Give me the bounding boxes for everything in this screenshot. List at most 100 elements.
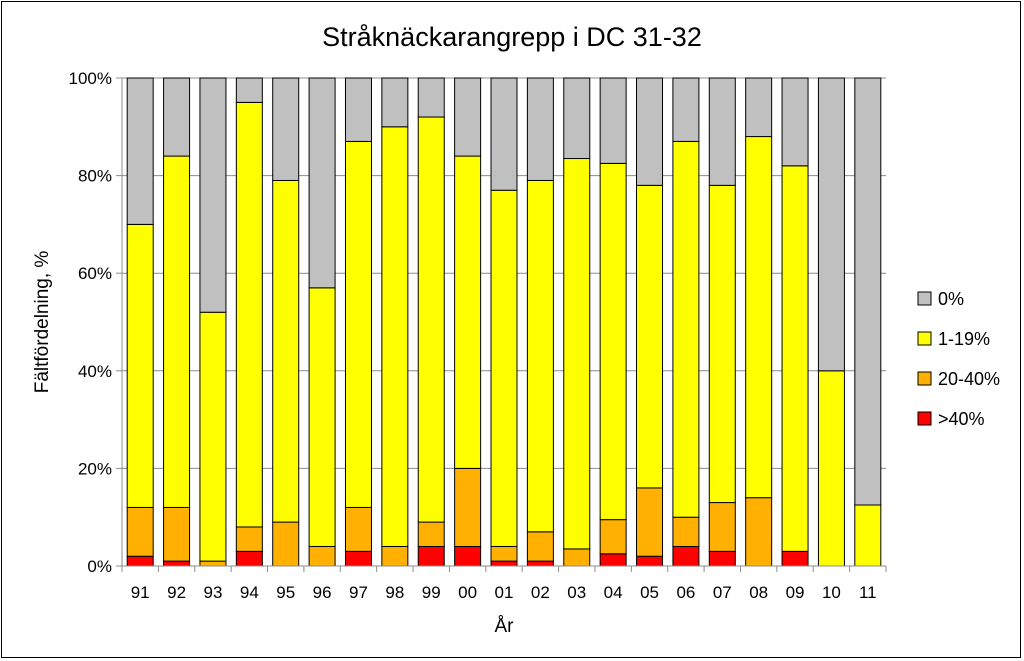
bar-segment — [599, 519, 627, 555]
bar-segment — [708, 77, 736, 186]
bar-segment — [708, 550, 736, 567]
bar-segment — [126, 77, 154, 225]
bar-segment — [817, 370, 845, 567]
bar-segment — [417, 521, 445, 547]
bar-segment — [454, 467, 482, 547]
x-axis-label: År — [495, 616, 515, 637]
bar-segment — [308, 287, 336, 547]
bar-segment — [854, 504, 882, 567]
bar-segment — [272, 179, 300, 523]
bar-segment — [126, 223, 154, 508]
bar-segment — [526, 179, 554, 533]
x-tick-label: 06 — [676, 583, 695, 602]
bar-segment — [636, 555, 664, 567]
y-tick-label: 0% — [87, 557, 112, 576]
x-tick-label: 98 — [385, 583, 404, 602]
x-tick-label: 10 — [822, 583, 841, 602]
bar-segment — [490, 77, 518, 191]
legend-label: 0% — [938, 289, 964, 309]
axes — [116, 77, 887, 572]
bar-segment — [163, 155, 191, 508]
bar-segment — [272, 521, 300, 567]
x-tick-label: 93 — [203, 583, 222, 602]
bar-segment — [563, 548, 591, 567]
bar-segment — [235, 77, 263, 103]
bar-segment — [381, 545, 409, 567]
bar-segment — [781, 77, 809, 167]
bar-segment — [672, 77, 700, 142]
bar-segment — [745, 136, 773, 499]
bar-segment — [526, 560, 554, 567]
bar-segment — [417, 545, 445, 567]
legend: 0% 1-19% 20-40% >40% — [917, 289, 1000, 429]
x-tick-label: 05 — [640, 583, 659, 602]
bar-segment — [417, 77, 445, 118]
bar-segment — [417, 116, 445, 523]
x-tick-label: 03 — [567, 583, 586, 602]
bar-segment — [526, 77, 554, 181]
bar-segment — [344, 140, 372, 508]
bar-segment — [599, 77, 627, 164]
legend-label: >40% — [938, 409, 985, 429]
y-tick-label: 80% — [78, 167, 112, 186]
bar-segment — [454, 545, 482, 567]
y-axis-label: Fältfördelning, % — [32, 251, 53, 394]
bar-segment — [344, 77, 372, 142]
bar-segment — [563, 158, 591, 550]
x-tick-label: 99 — [422, 583, 441, 602]
y-tick-label: 100% — [69, 69, 112, 88]
bar-segment — [454, 77, 482, 157]
legend-label: 20-40% — [938, 369, 1000, 389]
bar-segment — [854, 77, 882, 506]
bar-segment — [672, 545, 700, 567]
y-tick-label: 20% — [78, 459, 112, 478]
bar-segment — [636, 77, 664, 186]
y-tick-label: 40% — [78, 362, 112, 381]
bar-segment — [199, 77, 227, 313]
bar-segment — [308, 77, 336, 289]
x-tick-label: 02 — [531, 583, 550, 602]
bar-segment — [381, 126, 409, 547]
bar-segment — [235, 101, 263, 528]
x-tick-label: 95 — [276, 583, 295, 602]
bar-segment — [563, 77, 591, 160]
bar-segment — [708, 502, 736, 552]
legend-swatch — [917, 331, 932, 346]
bar-segment — [126, 555, 154, 567]
bar-segment — [344, 506, 372, 552]
x-tick-label: 08 — [749, 583, 768, 602]
chart-title: Stråknäckarangrepp i DC 31-32 — [322, 22, 702, 52]
x-tick-label: 96 — [313, 583, 332, 602]
x-tick-label: 97 — [349, 583, 368, 602]
x-tick-label: 09 — [786, 583, 805, 602]
bar-segment — [308, 545, 336, 567]
bar-segment — [235, 526, 263, 552]
bar-segment — [490, 560, 518, 567]
bar-segment — [745, 497, 773, 567]
bar-segment — [163, 560, 191, 567]
bar-segment — [636, 487, 664, 557]
bar-segment — [163, 506, 191, 562]
legend-swatch — [917, 371, 932, 386]
legend-swatch — [917, 291, 932, 306]
x-tick-label: 07 — [713, 583, 732, 602]
bar-segment — [490, 189, 518, 547]
bar-segment — [745, 77, 773, 138]
bar-segment — [636, 184, 664, 489]
bar-segment — [781, 165, 809, 552]
x-tick-label: 94 — [240, 583, 259, 602]
bar-segment — [490, 545, 518, 562]
x-tick-label: 01 — [495, 583, 514, 602]
bar-segment — [454, 155, 482, 469]
bar-segment — [199, 560, 227, 567]
bar-segment — [817, 77, 845, 372]
x-tick-label: 92 — [167, 583, 186, 602]
x-tick-label: 91 — [131, 583, 150, 602]
bar-segment — [163, 77, 191, 157]
bar-segment — [781, 550, 809, 567]
bar-segment — [381, 77, 409, 128]
bar-segment — [344, 550, 372, 567]
bar-segment — [126, 506, 154, 557]
